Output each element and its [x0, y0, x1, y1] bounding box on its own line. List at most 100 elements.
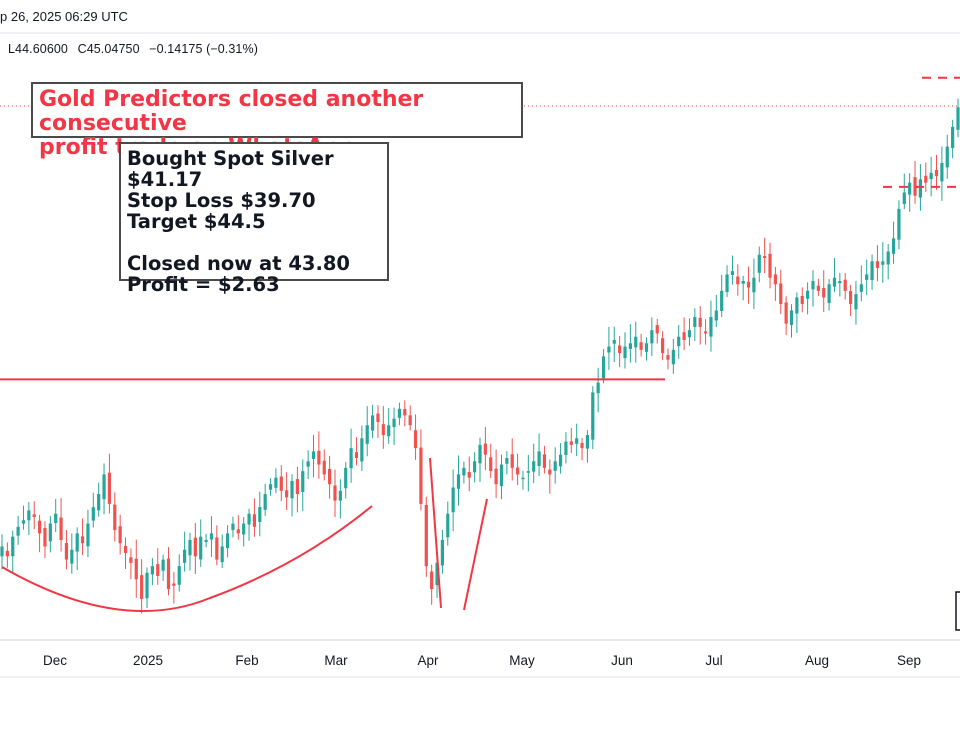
- candle-body: [854, 294, 858, 310]
- candle-body: [419, 447, 423, 504]
- x-tick-label: Mar: [324, 653, 348, 668]
- candle-body: [333, 485, 337, 501]
- candle-body: [897, 208, 901, 240]
- candle-body: [134, 558, 138, 580]
- candle-body: [693, 317, 697, 327]
- candle-body: [215, 537, 219, 560]
- candle-body: [499, 464, 504, 487]
- candle-body: [188, 539, 192, 556]
- candle-body: [430, 571, 434, 590]
- candle-body: [671, 349, 675, 365]
- candle-body: [709, 317, 713, 337]
- candle-body: [752, 277, 756, 293]
- candle-body: [730, 271, 735, 276]
- candle-body: [891, 238, 896, 254]
- candle-body: [86, 523, 90, 547]
- candle-body: [521, 477, 525, 480]
- candle-body: [494, 468, 498, 485]
- candle-body: [806, 290, 810, 299]
- candle-body: [311, 451, 316, 459]
- candle-body: [682, 332, 686, 340]
- candle-body: [859, 284, 863, 292]
- candle-body: [639, 342, 643, 350]
- candle-body: [80, 536, 85, 544]
- candle-body: [360, 438, 364, 462]
- candle-body: [677, 336, 681, 347]
- x-tick-label: Aug: [805, 653, 829, 668]
- trade-profit: Profit = $2.63: [127, 273, 280, 296]
- candle-body: [526, 471, 530, 473]
- headline-callout[interactable]: Gold Predictors closed another consecuti…: [31, 82, 523, 160]
- candle-body: [43, 527, 47, 547]
- candle-body: [940, 163, 944, 182]
- candle-body: [596, 382, 600, 394]
- x-tick-label: May: [509, 653, 535, 668]
- timestamp-label: p 26, 2025 06:29 UTC: [0, 9, 128, 24]
- candle-body: [548, 469, 552, 475]
- candle-body: [295, 479, 299, 495]
- x-tick-label: 2025: [133, 653, 163, 668]
- candle-body: [703, 331, 708, 334]
- candle-body: [483, 443, 487, 455]
- chart-header: p 26, 2025 06:29 UTC: [0, 0, 960, 34]
- candle-body: [698, 317, 702, 327]
- candle-body: [91, 507, 95, 521]
- candle-body: [456, 474, 461, 489]
- candle-body: [929, 172, 933, 180]
- x-tick-label: Jul: [705, 653, 722, 668]
- candle-body: [338, 490, 342, 501]
- candle-body: [16, 526, 20, 536]
- candle-body: [768, 253, 772, 278]
- candle-body: [145, 572, 149, 599]
- trade-details-callout[interactable]: Bought Spot Silver $41.17 Stop Loss $39.…: [119, 142, 389, 295]
- candle-body: [585, 435, 590, 449]
- candle-body: [741, 281, 745, 284]
- candle-body: [580, 443, 584, 449]
- candle-body: [757, 254, 761, 273]
- candle-body: [306, 461, 310, 467]
- candle-body: [247, 513, 251, 525]
- candle-body: [908, 182, 912, 195]
- candle-body: [558, 454, 563, 467]
- candle-body: [129, 557, 133, 563]
- candle-body: [365, 425, 369, 444]
- candle-body: [951, 126, 955, 149]
- candle-body: [532, 461, 536, 472]
- candle-body: [784, 302, 788, 324]
- candle-body: [623, 346, 627, 359]
- candle-body: [924, 175, 928, 183]
- candle-body: [945, 146, 949, 168]
- candle-body: [11, 536, 15, 557]
- v-line-down: [429, 457, 442, 609]
- candle-body: [865, 274, 869, 280]
- candle-body: [838, 281, 842, 284]
- candle-body: [612, 340, 616, 344]
- candle-body: [655, 325, 659, 334]
- candle-body: [435, 562, 439, 586]
- candle-body: [70, 549, 74, 564]
- candle-body: [886, 251, 890, 265]
- candle-body: [687, 330, 692, 338]
- candle-body: [478, 444, 482, 464]
- headline-line-1: Gold Predictors closed another consecuti…: [39, 87, 424, 136]
- candle-body: [0, 546, 4, 557]
- candle-body: [172, 583, 176, 586]
- candle-body: [21, 520, 26, 524]
- candle-body: [344, 467, 348, 489]
- candle-body: [107, 472, 112, 504]
- candle-body: [376, 413, 380, 422]
- candle-body: [510, 454, 514, 468]
- candle-body: [317, 450, 321, 465]
- candle-body: [644, 343, 649, 352]
- candle-body: [150, 566, 154, 575]
- candle-body: [413, 430, 418, 449]
- candle-body: [446, 513, 450, 538]
- candle-body: [236, 529, 240, 534]
- candle-body: [225, 533, 230, 549]
- candle-body: [553, 461, 557, 471]
- candle-body: [54, 513, 58, 523]
- candle-body: [763, 256, 767, 259]
- candle-body: [37, 520, 42, 534]
